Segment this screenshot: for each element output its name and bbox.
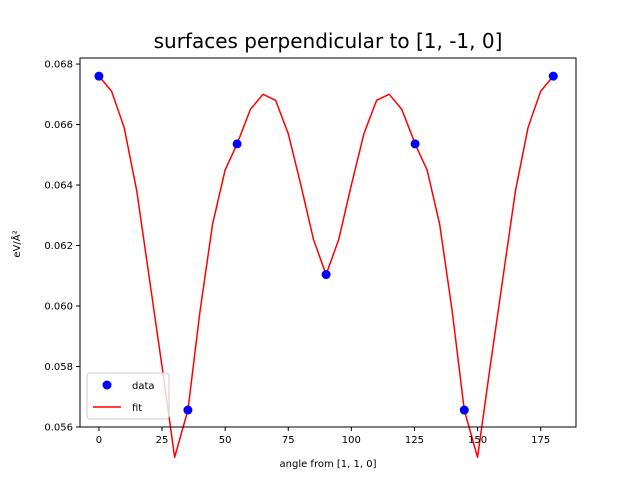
- x-tick-label: 150: [468, 435, 487, 446]
- y-tick-label: 0.058: [44, 362, 73, 373]
- y-tick-label: 0.060: [44, 302, 73, 313]
- plot-frame: [79, 57, 577, 428]
- data-point: [232, 139, 242, 149]
- y-tick-label: 0.068: [44, 60, 73, 71]
- data-point: [321, 270, 331, 280]
- x-tick-label: 100: [342, 435, 361, 446]
- x-tick-label: 0: [96, 435, 102, 446]
- x-tick-label: 75: [282, 435, 295, 446]
- x-axis: 0 25 50 75 100 125 150 175: [96, 427, 550, 446]
- data-point: [410, 139, 420, 149]
- legend-frame: [86, 372, 170, 420]
- y-axis: 0.056 0.058 0.060 0.062 0.064 0.066 0.068: [44, 60, 80, 434]
- legend-data-label: data: [132, 381, 155, 392]
- x-tick-label: 50: [219, 435, 232, 446]
- legend-fit-label: fit: [132, 403, 142, 414]
- data-point: [548, 71, 558, 81]
- legend: data fit: [86, 372, 170, 420]
- chart-title: surfaces perpendicular to [1, -1, 0]: [154, 29, 503, 53]
- y-tick-label: 0.056: [44, 423, 73, 434]
- y-axis-label: eV/Å²: [10, 230, 23, 257]
- plot-background: [80, 58, 576, 427]
- legend-data-marker: [102, 380, 112, 390]
- y-tick-label: 0.064: [44, 181, 73, 192]
- data-point: [94, 71, 104, 81]
- x-tick-label: 125: [405, 435, 424, 446]
- y-tick-label: 0.062: [44, 241, 73, 252]
- y-tick-label: 0.066: [44, 120, 73, 131]
- x-axis-label: angle from [1, 1, 0]: [280, 459, 377, 470]
- data-point: [459, 405, 469, 415]
- x-tick-label: 175: [531, 435, 550, 446]
- plot-area: [79, 57, 577, 458]
- x-tick-label: 25: [156, 435, 169, 446]
- data-point: [183, 405, 193, 415]
